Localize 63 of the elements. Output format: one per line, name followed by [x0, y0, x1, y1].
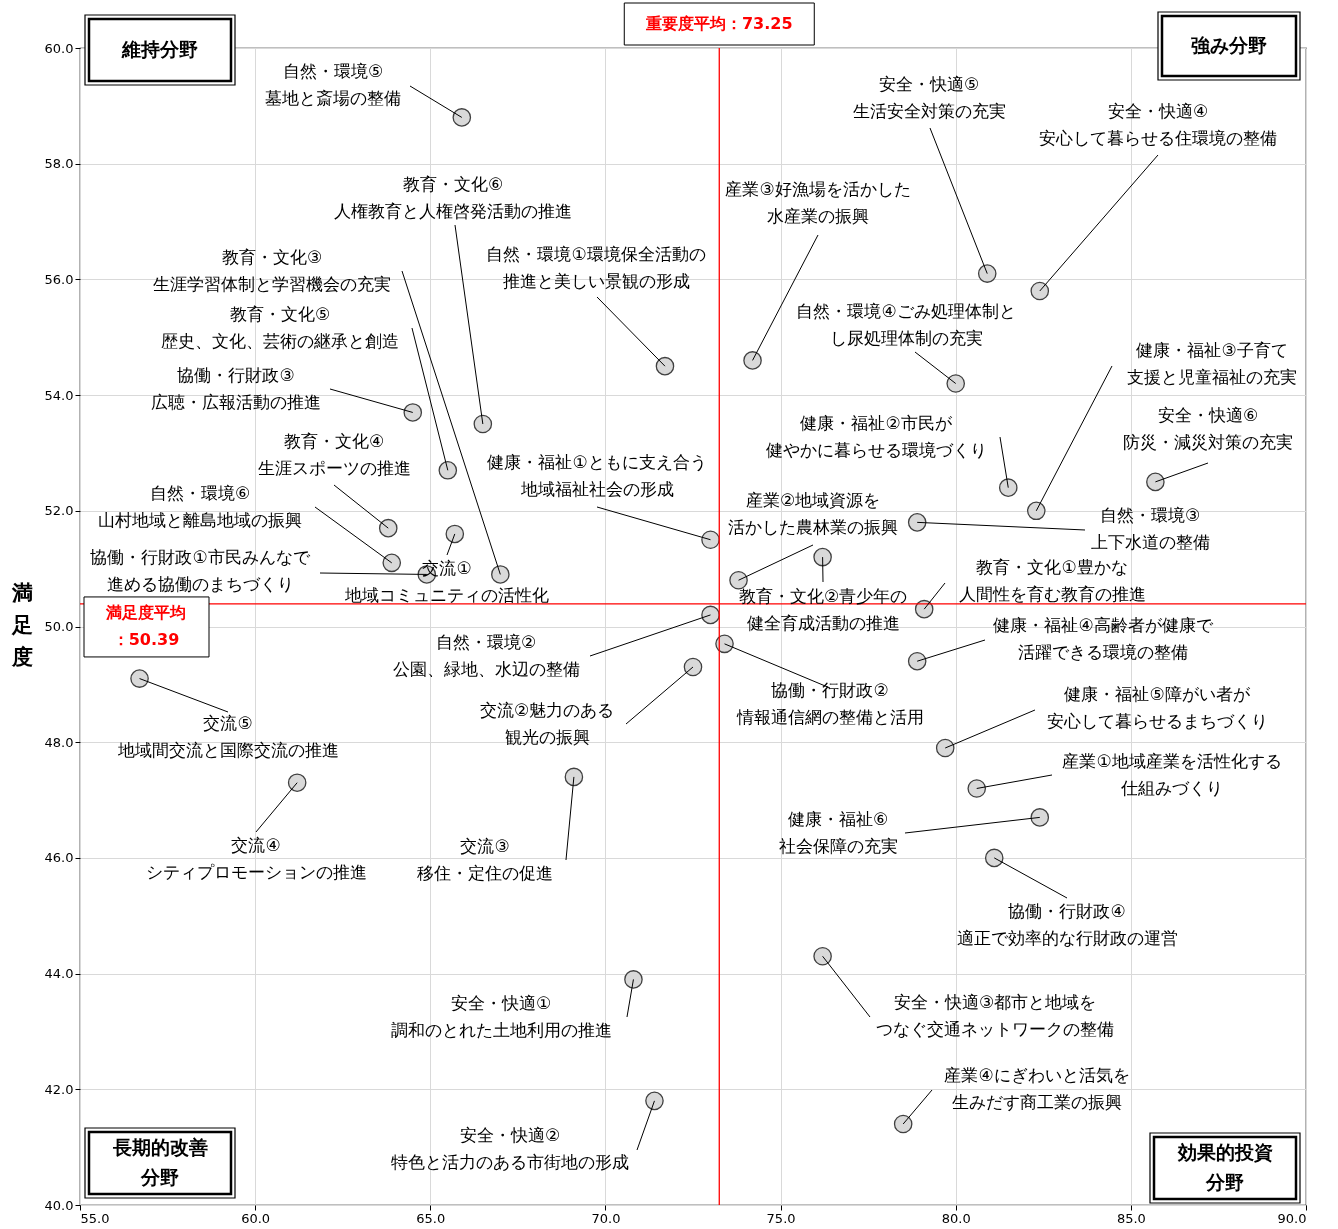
y-tick-label: 54.0 — [44, 387, 74, 403]
y-tick-label: 48.0 — [44, 734, 74, 750]
annotation: 産業④にぎわいと活気を生みだす商工業の振興 — [944, 1064, 1130, 1112]
annotation: 強み分野 — [1191, 34, 1267, 56]
annotation: 自然・環境③上下水道の整備 — [1090, 504, 1210, 552]
annotation: 自然・環境⑥山村地域と離島地域の振興 — [98, 482, 302, 530]
annotation: 効果的投資分野 — [1176, 1141, 1273, 1193]
x-tick-label: 75.0 — [766, 1210, 796, 1226]
y-tick-label: 58.0 — [44, 156, 74, 172]
annotation: 自然・環境②公園、緑地、水辺の整備 — [392, 631, 580, 679]
annotation: 産業③好漁場を活かした水産業の振興 — [725, 178, 911, 226]
annotation: 教育・文化②青少年の健全育成活動の推進 — [738, 585, 908, 633]
annotation: 安全・快適①調和のとれた土地利用の推進 — [390, 992, 612, 1040]
x-tick-label: 55.0 — [80, 1210, 110, 1226]
y-tick-label: 42.0 — [44, 1081, 74, 1097]
x-tick-label: 70.0 — [591, 1210, 621, 1226]
annotation: 自然・環境⑤墓地と斎場の整備 — [265, 60, 401, 108]
y-tick-label: 44.0 — [44, 966, 74, 982]
ref-line-label: 重要度平均：73.25 — [644, 14, 793, 33]
annotation: 安全・快適⑤生活安全対策の充実 — [852, 73, 1006, 121]
annotation: 交流④シティプロモーションの推進 — [145, 834, 367, 882]
annotation: 交流②魅力のある観光の振興 — [479, 699, 615, 747]
annotation: 健康・福祉①ともに支え合う地域福祉社会の形成 — [487, 451, 707, 499]
annotation: 健康・福祉②市民が健やかに暮らせる環境づくり — [765, 412, 987, 460]
annotation: 教育・文化④生涯スポーツの推進 — [257, 430, 411, 478]
y-tick-label: 56.0 — [44, 271, 74, 287]
annotation: 自然・環境①環境保全活動の推進と美しい景観の形成 — [486, 243, 706, 291]
annotation: 健康・福祉④高齢者が健康で活躍できる環境の整備 — [993, 614, 1214, 662]
y-tick-label: 46.0 — [44, 850, 74, 866]
annotation: 安全・快適④安心して暮らせる住環境の整備 — [1039, 100, 1277, 148]
annotation: 健康・福祉③子育て支援と児童福祉の充実 — [1127, 339, 1297, 387]
annotation: 安全・快適⑥防災・減災対策の充実 — [1123, 404, 1293, 452]
y-tick-label: 52.0 — [44, 503, 74, 519]
x-tick-label: 65.0 — [416, 1210, 446, 1226]
annotation: 教育・文化③生涯学習体制と学習機会の充実 — [153, 246, 391, 294]
x-tick-label: 80.0 — [941, 1210, 971, 1226]
annotation: 自然・環境④ごみ処理体制とし尿処理体制の充実 — [796, 300, 1016, 348]
annotation: 教育・文化⑤歴史、文化、芸術の継承と創造 — [161, 303, 399, 351]
annotation: 協働・行財政②情報通信網の整備と活用 — [735, 679, 924, 727]
annotation: 協働・行財政④適正で効率的な行財政の運営 — [956, 900, 1178, 948]
annotation: 教育・文化①豊かな人間性を育む教育の推進 — [958, 556, 1146, 604]
y-axis-title: 満足度 — [11, 580, 33, 669]
y-tick-label: 40.0 — [44, 1197, 74, 1213]
annotation: 産業①地域産業を活性化する仕組みづくり — [1062, 750, 1282, 798]
x-tick-label: 60.0 — [241, 1210, 271, 1226]
annotation: 交流⑤地域間交流と国際交流の推進 — [116, 712, 339, 760]
annotation: 維持分野 — [121, 38, 198, 60]
x-tick-label: 85.0 — [1116, 1210, 1146, 1226]
annotation: 教育・文化⑥人権教育と人権啓発活動の推進 — [334, 173, 572, 221]
annotation: 健康・福祉⑤障がい者が安心して暮らせるまちづくり — [1046, 683, 1268, 731]
annotation: 健康・福祉⑥社会保障の充実 — [778, 808, 898, 856]
y-tick-label: 60.0 — [44, 40, 74, 56]
annotation: 協働・行財政①市民みんなで進める協働のまちづくり — [90, 546, 311, 594]
annotation: 交流③移住・定住の促進 — [417, 835, 553, 883]
ref-line-label: 満足度平均：50.39 — [105, 603, 186, 650]
annotation: 安全・快適③都市と地域をつなぐ交通ネットワークの整備 — [876, 991, 1114, 1039]
annotation: 産業②地域資源を活かした農林業の振興 — [728, 489, 898, 537]
x-tick-label: 90.0 — [1277, 1210, 1307, 1226]
annotation: 協働・行財政③広聴・広報活動の推進 — [151, 364, 321, 412]
y-tick-label: 50.0 — [44, 619, 74, 634]
annotation: 安全・快適②特色と活力のある市街地の形成 — [391, 1124, 629, 1172]
annotation: 交流①地域コミュニティの活性化 — [344, 557, 549, 605]
annotation: 長期的改善分野 — [111, 1136, 208, 1188]
